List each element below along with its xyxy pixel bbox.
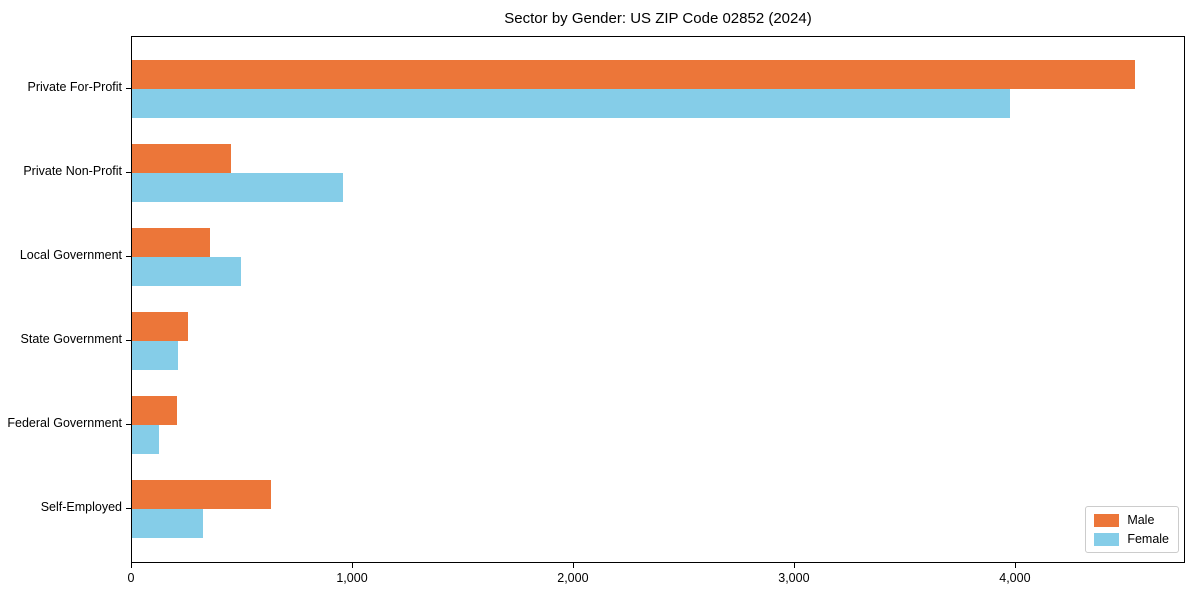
bar-male-federal-government [132, 396, 178, 425]
y-axis-label-local-government: Local Government [19, 248, 122, 262]
legend-swatch-male [1094, 513, 1120, 527]
bar-male-state-government [132, 312, 189, 341]
bar-male-self-employed [132, 480, 272, 509]
y-axis-label-state-government: State Government [20, 332, 122, 346]
bar-female-state-government [132, 341, 179, 370]
x-tick-mark-0 [131, 563, 132, 568]
x-tick-mark-3,000 [793, 563, 795, 568]
x-axis-label-3,000: 3,000 [778, 571, 810, 585]
bar-female-local-government [132, 257, 242, 286]
y-tick-mark-local-government [126, 256, 131, 257]
x-axis-label-4,000: 4,000 [999, 571, 1031, 585]
legend: Male Female [1085, 506, 1179, 553]
y-tick-mark-private-non-profit [126, 172, 131, 173]
y-tick-mark-state-government [126, 340, 131, 341]
y-tick-mark-federal-government [126, 424, 131, 425]
legend-label-male: Male [1127, 513, 1155, 527]
legend-label-female: Female [1127, 532, 1169, 546]
bar-male-private-for-profit [132, 60, 1136, 89]
legend-swatch-female [1094, 532, 1120, 546]
bar-female-self-employed [132, 509, 203, 538]
y-axis-label-private-for-profit: Private For-Profit [27, 80, 122, 94]
x-tick-mark-4,000 [1014, 563, 1016, 568]
bar-female-private-non-profit [132, 173, 343, 202]
x-tick-mark-2,000 [572, 563, 574, 568]
y-axis-label-self-employed: Self-Employed [40, 500, 122, 514]
bar-male-private-non-profit [132, 144, 232, 173]
bar-male-local-government [132, 228, 211, 257]
x-axis-label-0: 0 [127, 571, 135, 585]
bar-female-federal-government [132, 425, 159, 454]
legend-entry-male: Male [1094, 513, 1169, 527]
y-axis-label-private-non-profit: Private Non-Profit [23, 164, 122, 178]
x-axis-label-1,000: 1,000 [336, 571, 368, 585]
y-tick-mark-private-for-profit [126, 88, 131, 89]
plot-area: Male Female [131, 36, 1185, 563]
bar-female-private-for-profit [132, 89, 1011, 118]
y-axis-label-federal-government: Federal Government [7, 416, 122, 430]
chart-title: Sector by Gender: US ZIP Code 02852 (202… [504, 10, 812, 27]
legend-entry-female: Female [1094, 532, 1169, 546]
y-tick-mark-self-employed [126, 508, 131, 509]
x-axis-label-2,000: 2,000 [557, 571, 589, 585]
x-tick-mark-1,000 [352, 563, 353, 568]
